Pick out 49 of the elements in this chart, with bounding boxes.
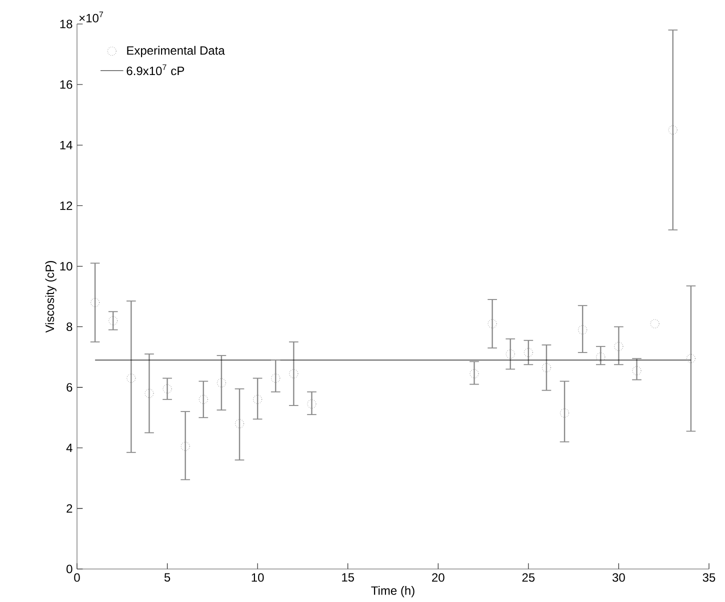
point (307, 399, 316, 409)
y-tick-label: 10 (60, 262, 72, 270)
point (271, 374, 280, 383)
point (162, 384, 172, 394)
legend-label: 6.9x10$^{7}$ cP (126, 64, 184, 76)
point (524, 348, 533, 358)
point (614, 342, 624, 351)
point (506, 349, 515, 359)
legend-label: Experimental Data (127, 46, 225, 58)
point (289, 369, 298, 378)
point (126, 374, 136, 383)
y-tick-label: 8 (66, 322, 72, 332)
x-tick-label: 5 (164, 573, 170, 582)
x-tick-label: 30 (612, 573, 625, 582)
x-tick-label: 10 (252, 573, 264, 582)
point (470, 369, 479, 378)
point (234, 419, 244, 428)
point (578, 325, 588, 334)
x-tick-label: 0 (74, 573, 80, 582)
text: ×10$^{7}$ (79, 12, 104, 22)
y-tick-label: 0 (66, 564, 72, 574)
x-tick-label: 15 (342, 573, 354, 582)
point (686, 354, 696, 364)
point (650, 319, 660, 328)
point (108, 316, 118, 326)
point (180, 442, 190, 451)
point (90, 298, 100, 308)
point (560, 408, 570, 418)
point (253, 394, 262, 404)
y-tick-label: 12 (60, 201, 72, 210)
point (216, 378, 226, 388)
x-tick-label: 25 (522, 573, 535, 582)
x-tick-label: 20 (432, 573, 444, 582)
point (198, 394, 208, 404)
y-tick-label: 2 (66, 504, 72, 513)
y-axis-title: Viscosity (cP) (45, 261, 56, 333)
y-tick-label: 6 (66, 383, 72, 392)
point (632, 366, 642, 376)
y-tick-label: 16 (60, 80, 72, 89)
point (668, 125, 678, 134)
point (144, 388, 154, 398)
y-tick-label: 14 (60, 140, 72, 150)
point (488, 319, 497, 328)
y-tick-label: 4 (66, 444, 72, 452)
y-tick-label: 18 (60, 20, 72, 28)
x-axis-title: Time (h) (371, 586, 414, 598)
x-tick-label: 35 (702, 573, 716, 582)
point (542, 363, 552, 372)
point (596, 352, 606, 362)
